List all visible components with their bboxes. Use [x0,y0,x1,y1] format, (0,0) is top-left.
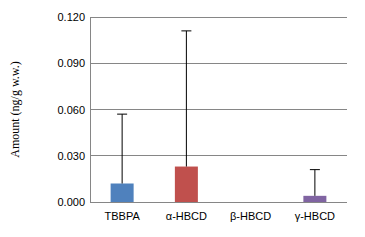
grid-line [90,109,347,110]
bar [111,184,134,203]
error-cap [310,169,320,170]
grid-line [90,17,347,18]
x-tick-label: α-HBCD [166,210,207,222]
error-bar [314,170,315,196]
grid-line [90,155,347,156]
y-tick-label: 0.120 [57,11,85,23]
y-tick-label: 0.000 [57,196,85,208]
x-tick-label: TBBPA [104,210,140,222]
error-cap [117,114,127,115]
grid-line [90,202,347,203]
error-cap [181,30,191,31]
error-bar [122,114,123,183]
plot-area [111,31,327,202]
bar [303,196,326,202]
y-axis-title: Amount (ng/g w.w.) [8,61,22,157]
x-tick-label: β-HBCD [230,210,271,222]
error-bar [186,31,187,167]
bar [175,167,198,202]
x-axis [90,202,347,203]
x-tick-label: γ-HBCD [295,210,335,222]
y-tick-label: 0.060 [57,104,85,116]
y-tick-label: 0.030 [57,150,85,162]
y-tick-label: 0.090 [57,57,85,69]
y-axis [90,17,91,202]
grid-line [90,63,347,64]
chart: 0.000 0.030 0.060 0.090 0.120 TBBPA α-HBCD β-HB… [0,0,365,237]
